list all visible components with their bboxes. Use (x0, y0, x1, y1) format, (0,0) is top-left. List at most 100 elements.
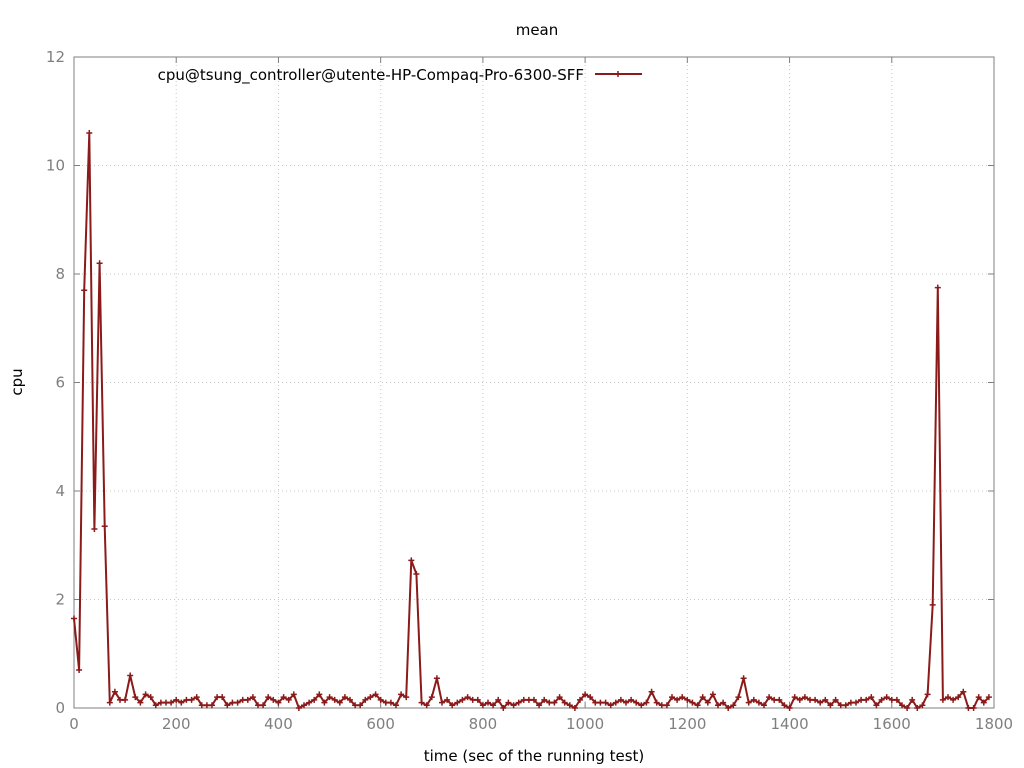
data-point (679, 694, 686, 701)
data-point (985, 694, 992, 701)
data-point (147, 694, 154, 701)
data-point (950, 696, 957, 703)
data-point (709, 691, 716, 698)
data-point (285, 696, 292, 703)
data-point (219, 694, 226, 701)
data-point (398, 691, 405, 698)
data-point (617, 696, 624, 703)
data-point (505, 699, 512, 706)
data-point (306, 699, 313, 706)
data-point (265, 694, 272, 701)
data-point (868, 694, 875, 701)
x-tick-label: 1000 (566, 715, 604, 733)
x-tick-label: 1400 (770, 715, 808, 733)
data-point (132, 694, 139, 701)
data-point (316, 691, 323, 698)
data-point (193, 694, 200, 701)
data-point (469, 696, 476, 703)
data-point (853, 699, 859, 706)
data-point (408, 557, 415, 564)
y-tick-label: 12 (46, 48, 65, 66)
data-point (960, 688, 967, 695)
data-point (387, 699, 394, 706)
data-point (899, 702, 905, 709)
data-point (525, 696, 532, 703)
chart-title: mean (516, 21, 559, 39)
data-point (295, 705, 302, 711)
data-point (612, 699, 619, 706)
data-point (541, 696, 548, 703)
data-point (311, 696, 318, 703)
data-point (122, 696, 129, 703)
data-point (730, 702, 737, 709)
data-point (904, 705, 911, 711)
x-tick-label: 800 (469, 715, 498, 733)
y-tick-label: 10 (46, 157, 65, 175)
data-point (331, 696, 338, 703)
data-point (587, 694, 594, 701)
data-point (163, 699, 169, 706)
data-point (423, 702, 430, 709)
data-point (592, 699, 599, 706)
data-point (643, 699, 650, 706)
data-point (566, 702, 573, 709)
data-point (433, 675, 440, 682)
data-point (970, 705, 977, 711)
data-point (965, 705, 972, 711)
data-point (863, 696, 870, 703)
data-point (924, 691, 931, 698)
data-point (715, 702, 721, 709)
data-point (239, 696, 246, 703)
data-point (301, 702, 307, 709)
x-tick-label: 200 (162, 715, 191, 733)
data-point (117, 696, 123, 703)
data-point (229, 699, 236, 706)
data-point (939, 696, 946, 703)
data-point (704, 699, 711, 706)
data-point (694, 702, 701, 709)
data-point (515, 699, 522, 706)
data-point (449, 702, 456, 709)
data-point (101, 523, 108, 530)
data-point (878, 696, 885, 703)
data-point (362, 696, 369, 703)
data-point (510, 702, 517, 709)
data-point (249, 694, 256, 701)
data-point (577, 696, 583, 703)
data-point (531, 696, 537, 703)
data-point (684, 696, 691, 703)
data-point (842, 702, 849, 709)
x-tick-label: 0 (69, 715, 79, 733)
data-point (260, 702, 267, 709)
data-point (699, 694, 706, 701)
x-tick-label: 1600 (873, 715, 911, 733)
data-point (357, 702, 364, 709)
data-point (980, 699, 987, 706)
data-point (781, 702, 788, 709)
data-point (638, 702, 645, 709)
y-tick-label: 2 (55, 591, 65, 609)
legend: cpu@tsung_controller@utente-HP-Compaq-Pr… (158, 66, 642, 85)
x-axis: 0 200 400 600 800 1000 1200 1400 1600 1800 (69, 57, 1013, 733)
data-point (520, 696, 527, 703)
data-point (546, 699, 553, 706)
data-point (771, 696, 778, 703)
data-point (766, 694, 773, 701)
data-point (801, 694, 808, 701)
data-point (571, 705, 578, 711)
data-point (224, 702, 231, 709)
data-point (244, 696, 251, 703)
x-tick-label: 1200 (668, 715, 706, 733)
data-point (847, 699, 854, 706)
data-point (178, 699, 185, 706)
data-point (919, 702, 926, 709)
data-point (142, 691, 149, 698)
data-point (750, 696, 757, 703)
data-point (152, 702, 159, 709)
legend-label: cpu@tsung_controller@utente-HP-Compaq-Pr… (158, 66, 584, 85)
data-point (372, 691, 379, 698)
data-point (602, 699, 609, 706)
data-point (255, 702, 261, 709)
data-point (663, 702, 670, 709)
data-point (280, 694, 287, 701)
